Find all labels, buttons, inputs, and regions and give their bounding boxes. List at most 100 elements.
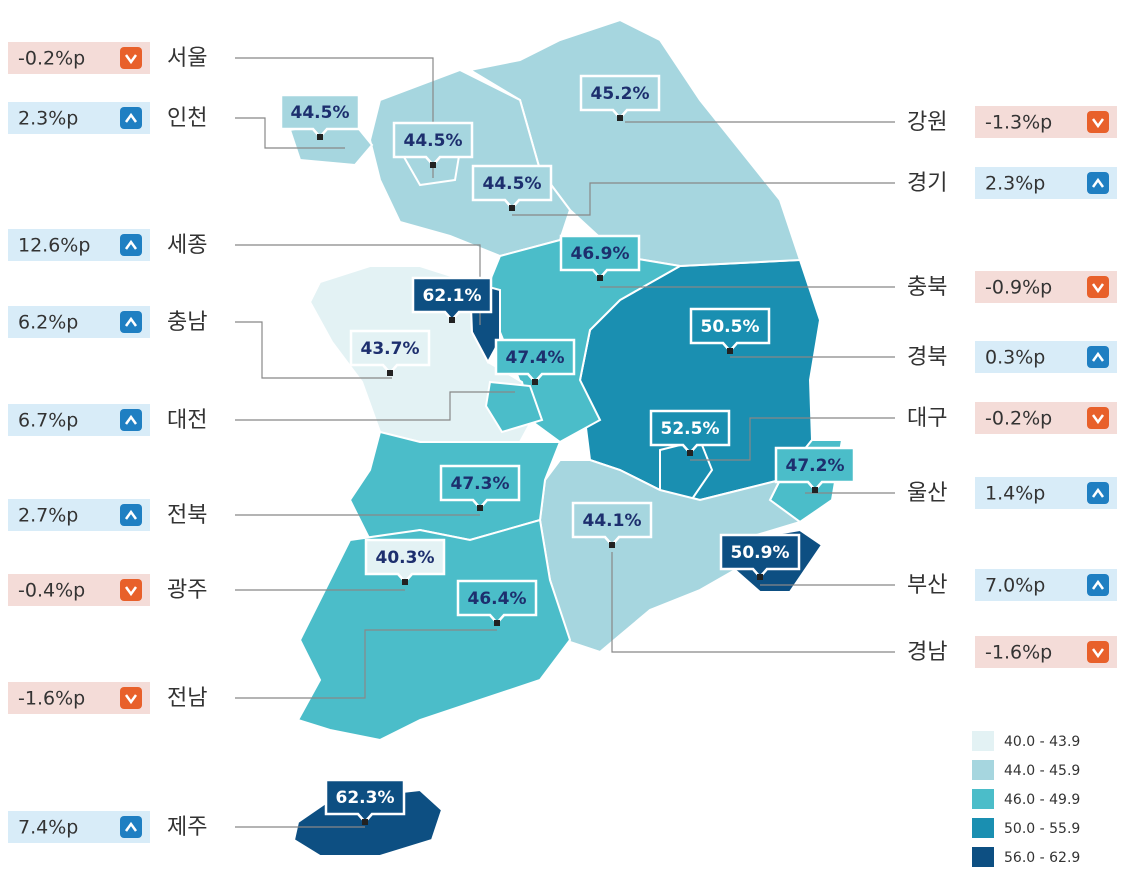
legend-swatch: [972, 847, 994, 867]
map: [288, 18, 844, 857]
direction-icon: [120, 579, 142, 601]
direction-chevron: [124, 54, 138, 65]
region-name: 제주: [167, 815, 207, 840]
region-value: 44.5%: [404, 131, 463, 151]
direction-icon: [120, 47, 142, 69]
callout-pin: [509, 205, 515, 211]
legend-label: 56.0 - 62.9: [1004, 850, 1080, 866]
change-value: -0.4%p: [18, 580, 85, 602]
region-name: 세종: [167, 233, 207, 258]
change-value: -0.9%p: [985, 277, 1052, 299]
callout-box: [364, 538, 446, 584]
region-name: 경기: [907, 171, 947, 196]
direction-icon: [120, 409, 142, 431]
region-value: 47.2%: [786, 456, 845, 476]
direction-chevron: [124, 821, 138, 832]
direction-chevron: [1091, 648, 1105, 659]
callout-box: [324, 778, 406, 824]
callout-box: [719, 533, 801, 579]
region-name: 대전: [167, 408, 207, 433]
direction-icon: [120, 234, 142, 256]
region-value: 43.7%: [361, 339, 420, 359]
callout-pin: [812, 487, 818, 493]
leader-line: [235, 321, 392, 379]
callout-pin: [687, 450, 693, 456]
region-value: 44.5%: [291, 103, 350, 123]
region-value: 46.4%: [468, 589, 527, 609]
change-value: -0.2%p: [18, 48, 85, 70]
direction-chevron: [124, 586, 138, 597]
callout-pin: [317, 134, 323, 140]
region-name: 충북: [907, 275, 947, 300]
direction-icon: [120, 311, 142, 333]
change-value: -0.2%p: [985, 408, 1052, 430]
direction-icon: [120, 504, 142, 526]
direction-chevron: [1091, 351, 1105, 362]
region-name: 전북: [167, 503, 207, 528]
region-name: 부산: [907, 573, 947, 598]
direction-icon: [1087, 641, 1109, 663]
leader-line: [690, 417, 895, 461]
region-value: 50.9%: [731, 543, 790, 563]
callout-box: [349, 329, 431, 375]
callout-pin: [727, 348, 733, 354]
direction-chevron: [1091, 414, 1105, 425]
region-name: 전남: [167, 686, 207, 711]
region-value: 46.9%: [571, 244, 630, 264]
region-name: 경북: [907, 345, 947, 370]
direction-chevron: [124, 316, 138, 327]
callout-pin: [387, 370, 393, 376]
change-value: -1.3%p: [985, 112, 1052, 134]
legend-swatch: [972, 731, 994, 751]
callout-pin: [617, 115, 623, 121]
direction-icon: [1087, 407, 1109, 429]
change-value: 6.7%p: [18, 410, 78, 432]
callout-pin: [494, 620, 500, 626]
direction-chevron: [1091, 283, 1105, 294]
direction-icon: [1087, 172, 1109, 194]
callout-box: [571, 501, 653, 547]
region-shape: [484, 380, 544, 434]
callout-pin: [609, 542, 615, 548]
callout-box: [439, 464, 521, 510]
direction-chevron: [1091, 118, 1105, 129]
direction-icon: [120, 687, 142, 709]
change-value: 7.0%p: [985, 575, 1045, 597]
callout-box: [774, 446, 856, 492]
region-value: 44.1%: [583, 511, 642, 531]
leader-line: [512, 182, 895, 216]
callout-pin: [477, 505, 483, 511]
legend-swatch: [972, 760, 994, 780]
callout-box: [559, 234, 641, 280]
callout-pin: [402, 579, 408, 585]
direction-chevron: [1091, 177, 1105, 188]
change-value: 1.4%p: [985, 483, 1045, 505]
change-value: 6.2%p: [18, 312, 78, 334]
callout-box: [649, 409, 731, 455]
legend-label: 44.0 - 45.9: [1004, 763, 1080, 779]
callout-box: [392, 121, 474, 167]
change-value: 2.3%p: [18, 108, 78, 130]
leader-line: [235, 117, 345, 149]
callout-box: [279, 93, 361, 139]
change-value: 2.7%p: [18, 505, 78, 527]
region-name: 경남: [907, 640, 947, 665]
callout-pin: [597, 275, 603, 281]
legend-swatch: [972, 789, 994, 809]
direction-icon: [120, 107, 142, 129]
direction-icon: [120, 816, 142, 838]
region-name: 광주: [167, 578, 207, 603]
legend-label: 40.0 - 43.9: [1004, 734, 1080, 750]
region-name: 울산: [907, 481, 947, 506]
change-value: -1.6%p: [985, 642, 1052, 664]
leader-line: [235, 629, 497, 699]
region-value: 47.4%: [506, 348, 565, 368]
callout-box: [456, 579, 538, 625]
callout-box: [494, 338, 576, 384]
direction-icon: [1087, 346, 1109, 368]
region-name: 서울: [167, 46, 207, 71]
direction-chevron: [124, 414, 138, 425]
direction-chevron: [124, 239, 138, 250]
region-value: 62.1%: [423, 286, 482, 306]
